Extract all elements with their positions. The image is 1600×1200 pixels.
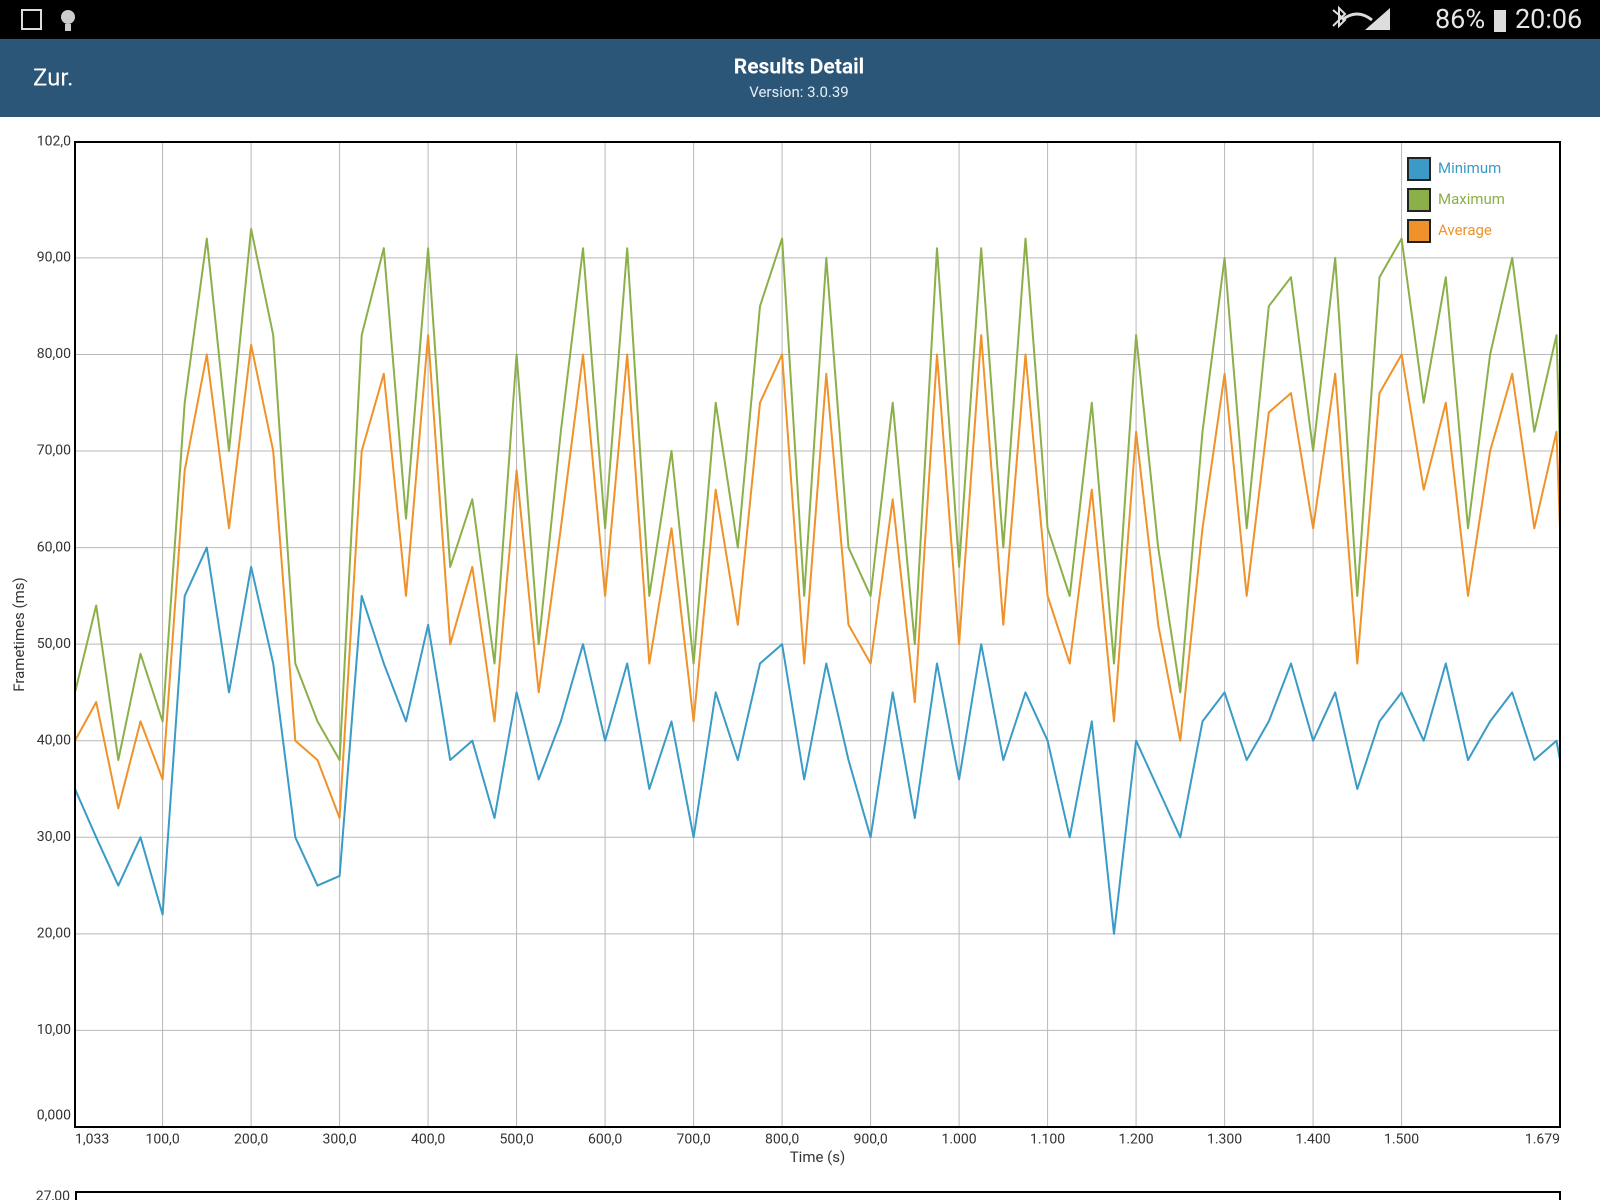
- y-tick-label: 70,00: [37, 443, 71, 459]
- legend-swatch: [1407, 219, 1431, 243]
- gallery-icon: [21, 9, 42, 30]
- x-tick-label: 1.200: [1118, 1132, 1153, 1148]
- y-tick-label: 10,00: [37, 1022, 71, 1038]
- x-tick-label: 700,0: [676, 1132, 710, 1148]
- y-axis-title: Frametimes (ms): [10, 577, 28, 692]
- y-tick-label: 0,000: [37, 1108, 71, 1124]
- y-tick-label: 60,00: [37, 539, 71, 555]
- y-tick-label: 102,0: [37, 134, 71, 150]
- y-tick-label: 20,00: [37, 926, 71, 942]
- clock: 20:06: [1515, 3, 1582, 35]
- x-tick-label: 1.000: [941, 1132, 976, 1148]
- bulb-icon: [61, 10, 75, 24]
- x-tick-label: 400,0: [411, 1132, 445, 1148]
- y-tick-label: 50,00: [37, 636, 71, 652]
- battery-icon: [1494, 10, 1506, 32]
- x-tick-label: 800,0: [765, 1132, 799, 1148]
- x-tick-label: 1.100: [1030, 1132, 1065, 1148]
- x-tick-label: 600,0: [588, 1132, 622, 1148]
- battery-percent: 86%: [1435, 3, 1485, 35]
- y-tick-label: 40,00: [37, 732, 71, 748]
- x-tick-label: 300,0: [322, 1132, 356, 1148]
- legend-swatch: [1407, 157, 1431, 181]
- signal-icon: [1365, 8, 1390, 30]
- wifi-icon: [1341, 12, 1373, 22]
- back-button[interactable]: Zur.: [33, 63, 73, 91]
- y-tick-label: 90,00: [37, 250, 71, 266]
- x-tick-label: 1.400: [1295, 1132, 1330, 1148]
- legend-label: Minimum: [1438, 159, 1501, 177]
- x-tick-label: 1,033: [75, 1132, 109, 1148]
- plot-frame: [74, 141, 1561, 1128]
- y-tick-label: 30,00: [37, 829, 71, 845]
- bulb-base: [65, 24, 71, 31]
- x-tick-label: 1.500: [1384, 1132, 1419, 1148]
- legend-label: Maximum: [1438, 190, 1505, 208]
- series-line: [74, 227, 1561, 761]
- x-tick-label: 200,0: [234, 1132, 268, 1148]
- app-bar: [0, 39, 1600, 117]
- plot-background: [75, 142, 1560, 1127]
- legend-swatch: [1407, 188, 1431, 212]
- x-axis-title: Time (s): [790, 1148, 846, 1166]
- status-bar: [0, 0, 1600, 39]
- overview-tick-label: 27,00: [36, 1189, 70, 1200]
- legend-label: Average: [1438, 221, 1492, 239]
- screen-title: Results Detail: [734, 56, 864, 80]
- y-tick-label: 80,00: [37, 346, 71, 362]
- series-line: [74, 546, 1561, 935]
- x-tick-label: 500,0: [499, 1132, 533, 1148]
- plot: 0,000 10,00 20,00 30,00 40,00 50,00 60,00 70,00…: [10, 134, 1561, 1166]
- x-tick-label: 1.679: [1525, 1132, 1560, 1148]
- x-tick-label: 900,0: [853, 1132, 887, 1148]
- series-line: [74, 334, 1561, 819]
- x-tick-label: 100,0: [145, 1132, 179, 1148]
- x-tick-label: 1.300: [1207, 1132, 1242, 1148]
- screen-subtitle: Version: 3.0.39: [749, 83, 848, 101]
- overview-chart: [75, 1191, 1561, 1200]
